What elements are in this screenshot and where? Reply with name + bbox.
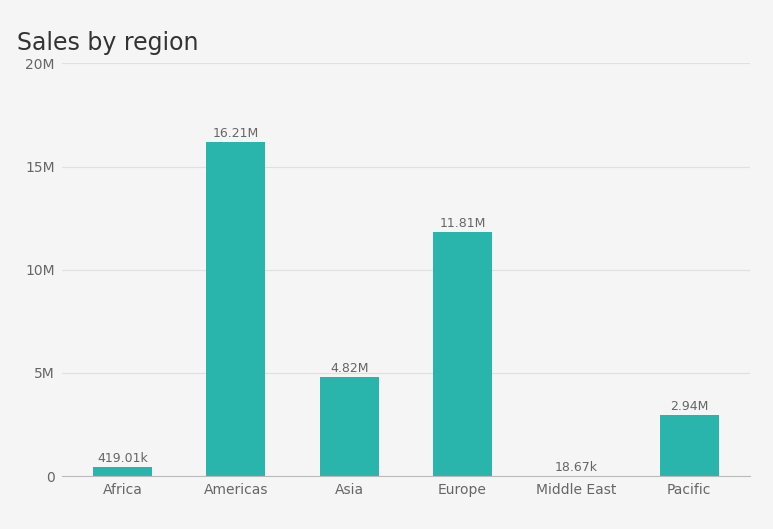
Bar	[93, 468, 152, 476]
Text: 16.21M: 16.21M	[213, 126, 259, 140]
Text: 419.01k: 419.01k	[97, 452, 148, 466]
Text: Sales by region: Sales by region	[17, 31, 199, 54]
Bar	[206, 142, 265, 476]
Text: 11.81M: 11.81M	[439, 217, 485, 231]
Text: 18.67k: 18.67k	[554, 461, 598, 473]
Bar	[659, 415, 719, 476]
Text: 4.82M: 4.82M	[330, 362, 369, 375]
Bar	[433, 232, 492, 476]
Bar	[320, 377, 379, 476]
Text: 2.94M: 2.94M	[670, 400, 708, 413]
